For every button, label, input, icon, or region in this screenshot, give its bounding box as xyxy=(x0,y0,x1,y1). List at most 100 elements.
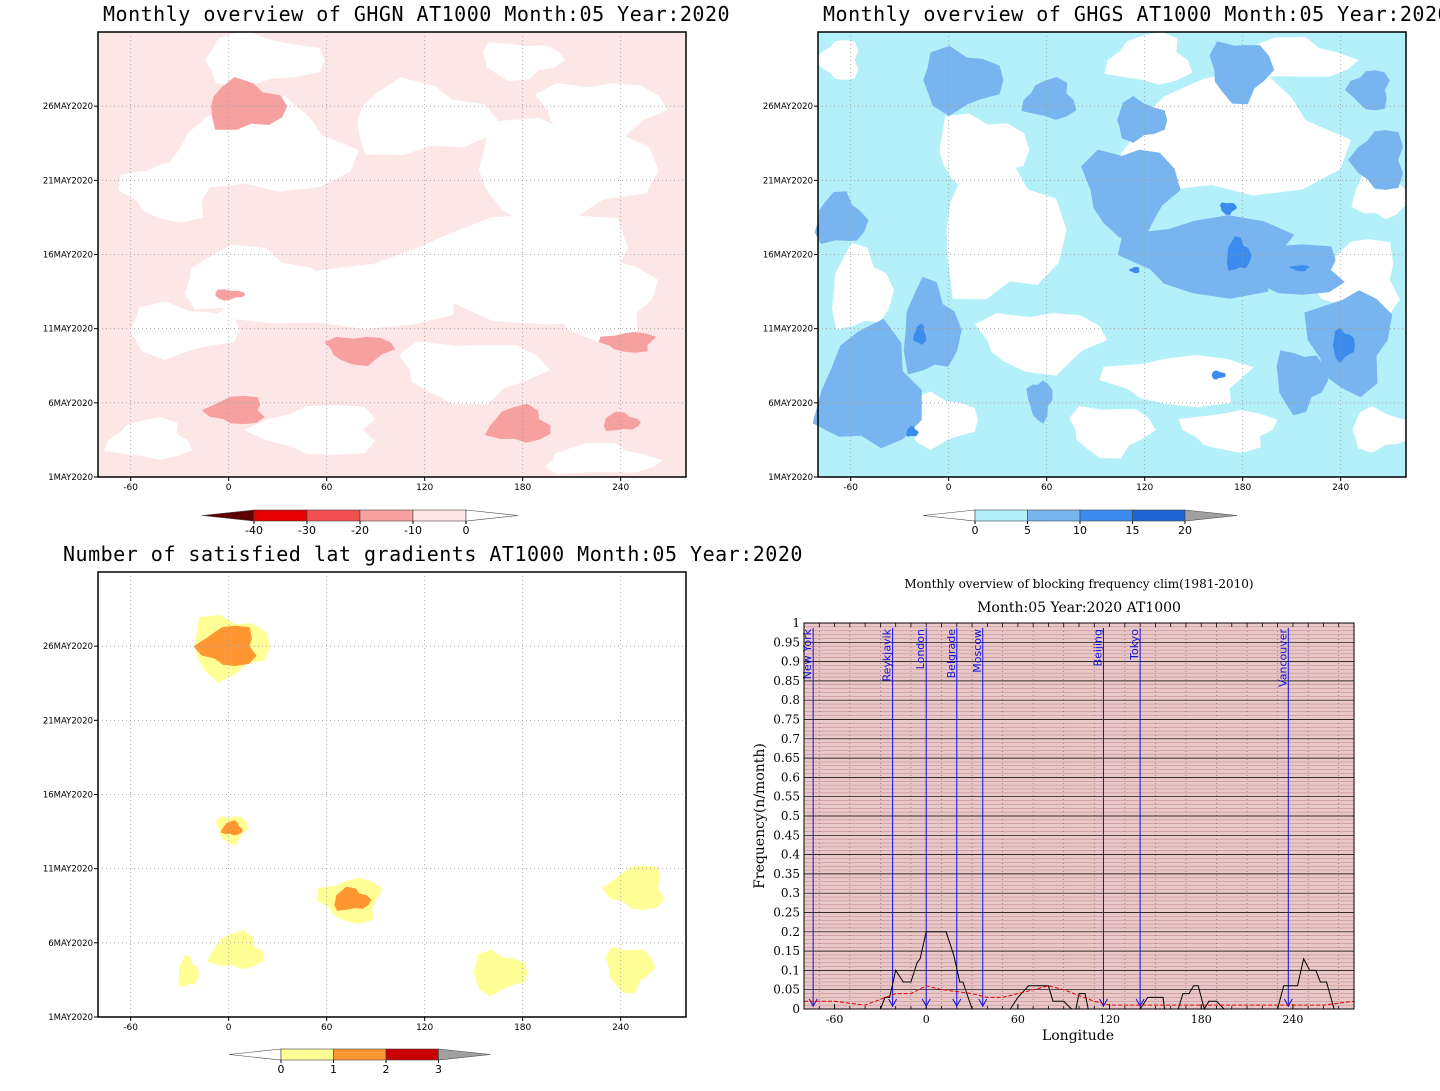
zero-region xyxy=(1352,406,1413,453)
x-tick-label: 60 xyxy=(321,483,333,493)
zero-region xyxy=(1104,31,1193,85)
colorbar-arrow-right xyxy=(465,509,519,522)
y-tick-label: 6MAY2020 xyxy=(48,399,93,409)
colorbar-3: 0 1 2 3 xyxy=(228,1048,491,1076)
zero-region xyxy=(1178,410,1278,453)
colorbar-arrow-left xyxy=(922,509,976,522)
colorbar-tick-label: -40 xyxy=(245,524,263,537)
y-tick-label: 1MAY2020 xyxy=(768,473,813,483)
y-tick-label: 21MAY2020 xyxy=(43,716,93,726)
contour-patch xyxy=(1348,130,1404,190)
y-tick-label: 0.1 xyxy=(781,963,800,977)
zero-region xyxy=(1309,239,1400,320)
contour-patch xyxy=(1026,380,1053,424)
hovmoller-panel-3: -60 0 60 120 180 2401MAY20206MAY202011MAY2020… xyxy=(43,571,687,1076)
y-tick-label: 0.5 xyxy=(781,809,800,823)
contour-patch xyxy=(1117,96,1168,143)
city-label: New York xyxy=(801,628,814,679)
zero-region xyxy=(243,405,376,455)
contour-patch xyxy=(1021,77,1077,120)
contour-patch xyxy=(1081,149,1181,244)
city-marker-arrow xyxy=(888,998,898,1008)
x-tick-label: 120 xyxy=(1099,1013,1120,1026)
x-tick-label: 120 xyxy=(416,1023,433,1033)
colorbar-segment xyxy=(974,509,1028,522)
zero-region xyxy=(1099,355,1254,408)
contour-patch xyxy=(201,395,265,425)
gradient-patch xyxy=(605,947,656,994)
y-tick-label: 0.75 xyxy=(773,713,800,727)
city-marker-arrow xyxy=(978,998,988,1008)
colorbar-arrow-left xyxy=(201,509,255,522)
y-tick-label: 1MAY2020 xyxy=(48,473,93,483)
city-marker-arrow xyxy=(952,998,962,1008)
x-tick-label: 0 xyxy=(946,483,952,493)
y-tick-label: 0.8 xyxy=(781,693,800,707)
zero-region xyxy=(907,391,978,450)
colorbar-arrow-right xyxy=(1184,509,1238,522)
colorbar-tick-label: 3 xyxy=(435,1063,442,1076)
y-tick-label: 0.05 xyxy=(773,983,800,997)
colorbar-segment xyxy=(1079,509,1133,522)
y-tick-label: 0.35 xyxy=(773,867,800,881)
gradient-patch xyxy=(473,949,528,997)
hovmoller-panel-2: -60 0 60 120 180 240 1MAY2020 6MAY2020 11MAY2020… xyxy=(763,31,1413,537)
contour-patch xyxy=(1209,41,1275,105)
y-tick-label: 1MAY2020 xyxy=(48,1013,93,1023)
zero-region xyxy=(118,160,218,223)
contour-patch xyxy=(1128,267,1140,273)
city-marker-arrow xyxy=(1283,998,1293,1008)
contour-patch xyxy=(1226,236,1252,271)
colorbar-arrow-right xyxy=(438,1048,491,1061)
x-tick-label: 0 xyxy=(226,1023,232,1033)
city-label: Vancouver xyxy=(1276,629,1289,687)
zero-region xyxy=(814,40,859,80)
zero-region xyxy=(544,442,663,475)
y-tick-label: 26MAY2020 xyxy=(43,102,93,112)
y-tick-label: 26MAY2020 xyxy=(43,642,93,652)
city-marker-arrow xyxy=(921,998,931,1008)
contour-patch xyxy=(603,411,641,431)
colorbar-tick-label: -20 xyxy=(351,524,369,537)
x-tick-label: -60 xyxy=(843,483,858,493)
chart-title: Monthly overview of blocking frequency c… xyxy=(904,577,1253,591)
y-tick-label: 0.55 xyxy=(773,790,800,804)
colorbar-segment xyxy=(253,509,308,522)
gradient-patch xyxy=(207,930,264,970)
panel-title-ghgs: Monthly overview of GHGS AT1000 Month:05… xyxy=(823,2,1440,26)
hovmoller-panel-1: -60 0 60 120 180 240 1MAY2020 6MAY2020 11MAY2020… xyxy=(43,30,687,537)
contour-patch xyxy=(814,191,869,244)
gradient-patch xyxy=(178,954,200,988)
zero-region xyxy=(129,301,240,360)
y-tick-label: 21MAY2020 xyxy=(43,176,93,186)
colorbar-segment xyxy=(1132,509,1186,522)
x-tick-label: 0 xyxy=(226,483,232,493)
x-tick-label: 240 xyxy=(612,1023,629,1033)
y-tick-label: 6MAY2020 xyxy=(768,399,813,409)
zero-region xyxy=(537,260,658,346)
gradient-patch-core xyxy=(220,820,243,836)
contour-patch xyxy=(324,336,396,367)
x-tick-label: 180 xyxy=(514,483,531,493)
x-tick-label: 240 xyxy=(1332,483,1349,493)
blocking-frequency-panel: Monthly overview of blocking frequency c… xyxy=(752,577,1355,1044)
colorbar-tick-label: 15 xyxy=(1126,524,1140,537)
zero-region xyxy=(159,96,359,192)
colorbar-tick-label: 0 xyxy=(278,1063,285,1076)
x-tick-label: -60 xyxy=(123,483,138,493)
x-tick-label: 120 xyxy=(416,483,433,493)
x-tick-label: 180 xyxy=(1234,483,1251,493)
plot-frame xyxy=(97,571,687,1018)
y-tick-label: 11MAY2020 xyxy=(43,865,93,875)
x-tick-label: 0 xyxy=(923,1013,930,1026)
colorbar-segment xyxy=(333,1048,387,1061)
x-tick-label: 240 xyxy=(1282,1013,1303,1026)
chart-subtitle: Month:05 Year:2020 AT1000 xyxy=(977,600,1181,616)
contour-patch xyxy=(913,323,927,345)
colorbar-1: -40 -30 -20 -10 0 xyxy=(201,509,519,537)
contour-patch xyxy=(598,332,657,353)
y-tick-label: 16MAY2020 xyxy=(43,791,93,801)
colorbar-segment xyxy=(1027,509,1081,522)
zero-region xyxy=(478,117,659,231)
